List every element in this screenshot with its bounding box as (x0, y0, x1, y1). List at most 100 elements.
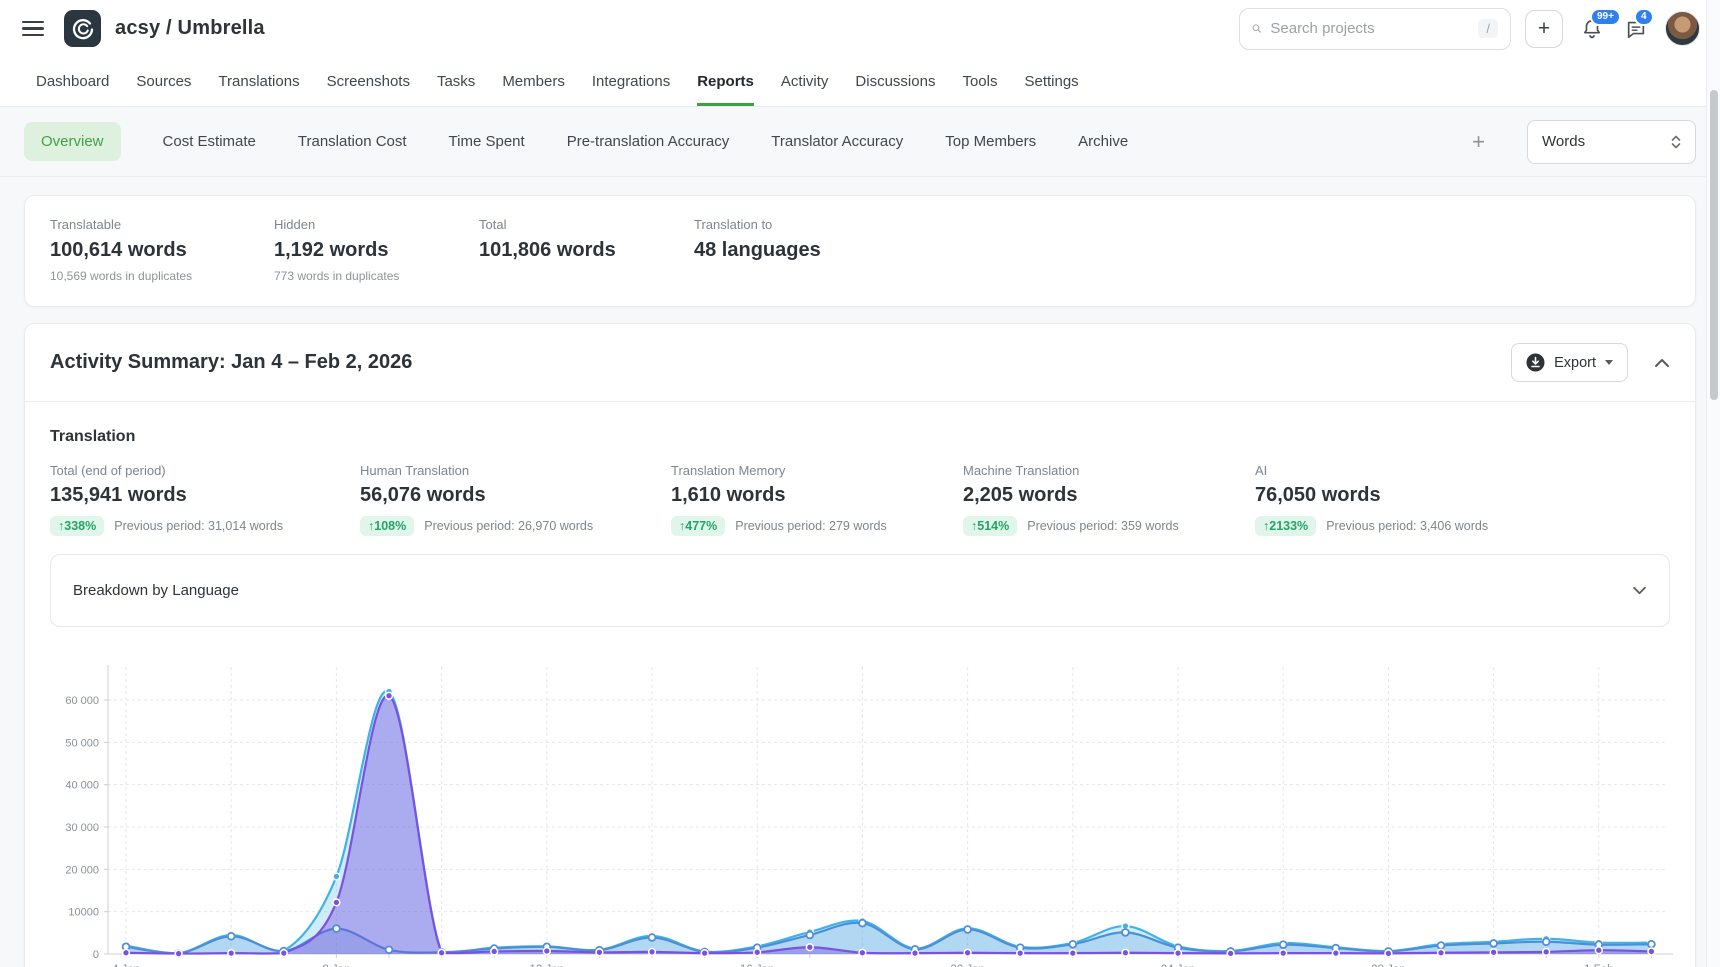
activity-summary-title: Activity Summary: Jan 4 – Feb 2, 2026 (50, 351, 413, 373)
export-button[interactable]: Export (1511, 343, 1628, 382)
summary-label: Total (479, 217, 507, 232)
svg-text:28 Jan: 28 Jan (1371, 964, 1406, 967)
export-button-label: Export (1554, 354, 1596, 371)
svg-text:4 Jan: 4 Jan (112, 964, 140, 967)
user-avatar[interactable] (1665, 11, 1700, 46)
main-nav: Dashboard Sources Translations Screenshots T… (0, 57, 1720, 107)
previous-period-text: Previous period: 3,406 words (1326, 519, 1489, 533)
project-logo[interactable] (64, 10, 101, 47)
stat-human-translation: Human Translation 56,076 words ↑108% Previo… (360, 463, 671, 536)
summary-value: 101,806 words (479, 239, 616, 261)
svg-text:40 000: 40 000 (65, 780, 99, 792)
nav-tab-tasks[interactable]: Tasks (436, 73, 476, 90)
svg-text:0: 0 (93, 949, 99, 961)
delta-badge: ↑514% (963, 516, 1018, 536)
nav-tab-tools[interactable]: Tools (962, 73, 998, 90)
previous-period-text: Previous period: 279 words (735, 519, 887, 533)
translation-stats: Total (end of period) 135,941 words ↑338% P… (50, 463, 1670, 536)
stat-label: Translation Memory (671, 463, 786, 478)
nav-tab-reports[interactable]: Reports (697, 57, 754, 106)
search-box[interactable]: / (1239, 7, 1511, 50)
stat-ai: AI 76,050 words ↑2133% Previous period: 3,4… (1255, 463, 1488, 536)
delta-badge: ↑338% (50, 516, 105, 536)
svg-text:1 Feb: 1 Feb (1584, 964, 1613, 967)
unit-selector-value: Words (1542, 133, 1586, 150)
summary-label: Hidden (274, 217, 316, 232)
nav-tab-translations[interactable]: Translations (218, 73, 300, 90)
stat-machine-translation: Machine Translation 2,205 words ↑514% Previ… (963, 463, 1255, 536)
nav-tab-members[interactable]: Members (502, 73, 565, 90)
word-counts-card: Translatable 100,614 words 10,569 words in… (24, 195, 1696, 307)
svg-text:20 000: 20 000 (65, 864, 99, 876)
nav-tab-screenshots[interactable]: Screenshots (326, 73, 410, 90)
scrollbar-thumb[interactable] (1710, 90, 1718, 400)
translation-section-title: Translation (50, 428, 136, 445)
svg-text:8 Jan: 8 Jan (322, 964, 350, 967)
stat-total-end-of-period: Total (end of period) 135,941 words ↑338% P… (50, 463, 360, 536)
previous-period-text: Previous period: 26,970 words (424, 519, 594, 533)
stat-label: Total (end of period) (50, 463, 166, 478)
summary-value: 1,192 words (274, 239, 389, 261)
report-tab-translation-cost[interactable]: Translation Cost (297, 133, 407, 150)
nav-tab-sources[interactable]: Sources (136, 73, 192, 90)
report-tab-overview[interactable]: Overview (24, 122, 121, 161)
report-tab-top-members[interactable]: Top Members (945, 133, 1037, 150)
svg-text:12 Jan: 12 Jan (530, 964, 565, 967)
activity-chart-svg: 0 10000 20 000 30 000 40 000 50 000 60 000 4 Ja… (65, 665, 1673, 967)
stat-label: Human Translation (360, 463, 470, 478)
summary-value: 48 languages (694, 239, 821, 261)
summary-subtext: 773 words in duplicates (274, 269, 400, 283)
summary-value: 100,614 words (50, 239, 187, 261)
logo-glyph-icon (72, 18, 93, 39)
create-project-button[interactable]: + (1525, 9, 1563, 48)
stat-value: 1,610 words (671, 484, 786, 506)
svg-text:20 Jan: 20 Jan (950, 964, 985, 967)
search-input[interactable] (1270, 20, 1470, 37)
notifications-button[interactable]: 99+ (1577, 7, 1621, 44)
svg-text:24 Jan: 24 Jan (1161, 964, 1196, 967)
summary-label: Translation to (694, 217, 773, 232)
search-icon (1252, 24, 1261, 33)
report-tab-pre-translation-accuracy[interactable]: Pre-translation Accuracy (566, 133, 730, 150)
report-subtabs: Overview Cost Estimate Translation Cost Tim… (0, 107, 1720, 177)
stat-value: 135,941 words (50, 484, 187, 506)
page-scrollbar[interactable] (1706, 0, 1720, 967)
stat-label: Machine Translation (963, 463, 1080, 478)
delta-badge: ↑2133% (1255, 516, 1317, 536)
svg-text:60 000: 60 000 (65, 695, 99, 707)
nav-tab-dashboard[interactable]: Dashboard (36, 73, 110, 90)
nav-tab-discussions[interactable]: Discussions (855, 73, 936, 90)
report-tab-translator-accuracy[interactable]: Translator Accuracy (771, 133, 904, 150)
svg-text:50 000: 50 000 (65, 737, 99, 749)
breakdown-label: Breakdown by Language (73, 582, 239, 599)
activity-summary-card: Activity Summary: Jan 4 – Feb 2, 2026 Ex… (24, 323, 1696, 967)
select-arrows-icon (1671, 135, 1681, 148)
summary-translation-to: Translation to 48 languages (694, 217, 821, 283)
download-icon (1526, 353, 1545, 372)
summary-translatable: Translatable 100,614 words 10,569 words in… (50, 217, 274, 283)
search-shortcut-hint: / (1478, 19, 1498, 38)
report-tab-time-spent[interactable]: Time Spent (448, 133, 525, 150)
delta-badge: ↑477% (671, 516, 726, 536)
stat-translation-memory: Translation Memory 1,610 words ↑477% Previo… (671, 463, 963, 536)
breakdown-by-language-toggle[interactable]: Breakdown by Language (50, 554, 1670, 627)
report-tab-cost-estimate[interactable]: Cost Estimate (162, 133, 256, 150)
collapse-chevron-up-icon[interactable] (1654, 358, 1670, 368)
chevron-down-icon (1633, 586, 1646, 595)
nav-tab-activity[interactable]: Activity (780, 73, 829, 90)
unit-selector[interactable]: Words (1527, 119, 1696, 164)
nav-tab-settings[interactable]: Settings (1024, 73, 1079, 90)
nav-tab-integrations[interactable]: Integrations (591, 73, 671, 90)
add-report-button[interactable]: + (1472, 128, 1485, 154)
report-tab-archive[interactable]: Archive (1078, 133, 1129, 150)
summary-label: Translatable (50, 217, 122, 232)
messages-button[interactable]: 4 (1621, 7, 1654, 44)
summary-hidden: Hidden 1,192 words 773 words in duplicates (274, 217, 479, 283)
summary-total: Total 101,806 words (479, 217, 694, 283)
activity-chart: 0 10000 20 000 30 000 40 000 50 000 60 000 4 Ja… (25, 657, 1695, 967)
svg-text:10000: 10000 (68, 907, 99, 919)
hamburger-menu-icon[interactable] (22, 20, 44, 37)
stat-value: 76,050 words (1255, 484, 1381, 506)
page-title: acsy / Umbrella (115, 17, 265, 39)
previous-period-text: Previous period: 31,014 words (114, 519, 284, 533)
